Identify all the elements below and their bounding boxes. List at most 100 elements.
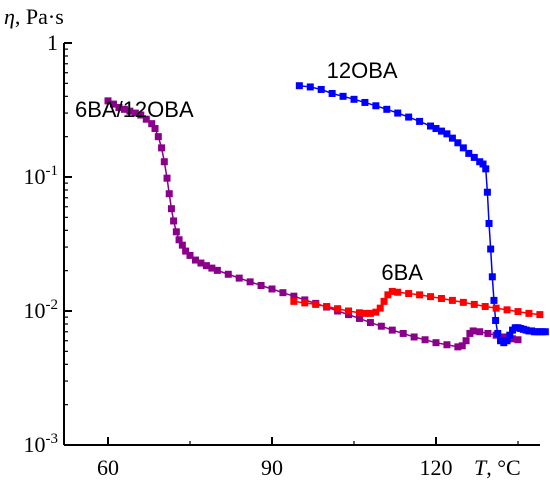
data-point	[509, 335, 517, 343]
data-point	[482, 165, 490, 173]
data-point	[142, 115, 150, 123]
data-point	[383, 105, 391, 113]
data-point	[443, 130, 451, 138]
data-point	[361, 309, 369, 317]
data-point	[490, 296, 498, 304]
data-point	[376, 304, 384, 312]
data-point	[427, 293, 435, 301]
data-point	[151, 125, 159, 133]
data-point	[448, 134, 456, 142]
data-point	[154, 133, 162, 141]
data-point	[380, 297, 388, 305]
data-point	[388, 287, 396, 295]
data-point	[131, 109, 139, 117]
data-point	[197, 259, 205, 267]
data-point	[410, 333, 418, 341]
data-point	[137, 111, 145, 119]
x-tick-label: 60	[97, 455, 119, 480]
data-point	[175, 236, 183, 244]
data-point	[437, 294, 445, 302]
data-point	[448, 296, 456, 304]
data-point	[394, 109, 402, 117]
data-point	[361, 98, 369, 106]
data-point	[290, 297, 298, 305]
series-label: 6BA/12OBA	[75, 97, 194, 122]
data-point	[186, 251, 194, 259]
data-point	[483, 188, 491, 196]
data-point	[481, 303, 489, 311]
data-point	[437, 127, 445, 135]
data-point	[465, 149, 473, 157]
data-point	[115, 104, 123, 112]
data-point	[476, 328, 484, 336]
data-point	[432, 339, 440, 347]
data-point	[208, 264, 216, 272]
data-point	[339, 92, 347, 100]
data-point	[432, 125, 440, 133]
series-line-6ba-12oba	[107, 100, 519, 348]
data-point	[312, 300, 320, 308]
data-point	[443, 341, 451, 349]
data-point	[366, 319, 374, 327]
data-point	[488, 273, 496, 281]
data-point	[295, 82, 303, 90]
data-point	[306, 83, 314, 91]
data-point	[492, 316, 500, 324]
data-point	[345, 311, 353, 319]
data-point	[454, 343, 462, 351]
data-point	[268, 285, 276, 293]
data-point	[469, 327, 477, 335]
data-point	[317, 85, 325, 93]
data-point	[148, 120, 156, 128]
data-point	[459, 298, 467, 306]
data-point	[328, 89, 336, 97]
data-point	[405, 113, 413, 121]
x-axis-title: T, °C	[474, 455, 521, 480]
data-point	[345, 307, 353, 315]
data-point	[120, 105, 128, 113]
data-point	[235, 274, 243, 282]
data-point	[399, 329, 407, 337]
data-point	[487, 245, 495, 253]
data-point	[172, 228, 180, 236]
data-point	[182, 247, 190, 255]
data-point	[506, 331, 514, 339]
data-point	[525, 309, 533, 317]
data-point	[485, 219, 493, 227]
data-point	[290, 292, 298, 300]
x-tick-label: 90	[261, 455, 283, 480]
data-point	[224, 270, 232, 278]
data-point	[350, 95, 358, 103]
data-point	[394, 288, 402, 296]
data-point	[416, 291, 424, 299]
data-point	[246, 278, 254, 286]
series-label: 6BA	[381, 260, 423, 285]
data-point	[372, 102, 380, 110]
data-point	[458, 342, 466, 350]
data-point	[170, 217, 178, 225]
y-tick-label: 10-3	[24, 431, 59, 457]
data-point	[454, 139, 462, 147]
data-point	[484, 329, 492, 337]
data-point	[405, 290, 413, 298]
data-point	[323, 303, 331, 311]
data-point	[503, 306, 511, 314]
data-point	[421, 336, 429, 344]
x-tick-label: 120	[420, 455, 453, 480]
data-point	[500, 333, 508, 341]
data-point	[366, 309, 374, 317]
data-point	[459, 144, 467, 152]
data-point	[160, 158, 168, 166]
y-tick-label: 10-2	[24, 297, 59, 323]
data-point	[355, 314, 363, 322]
data-point	[427, 122, 435, 130]
data-point	[514, 336, 522, 344]
data-point	[178, 241, 186, 249]
data-point	[384, 291, 392, 299]
data-point	[416, 117, 424, 125]
data-point	[334, 305, 342, 313]
data-point	[462, 337, 470, 345]
data-point	[213, 266, 221, 274]
data-point	[377, 322, 385, 330]
